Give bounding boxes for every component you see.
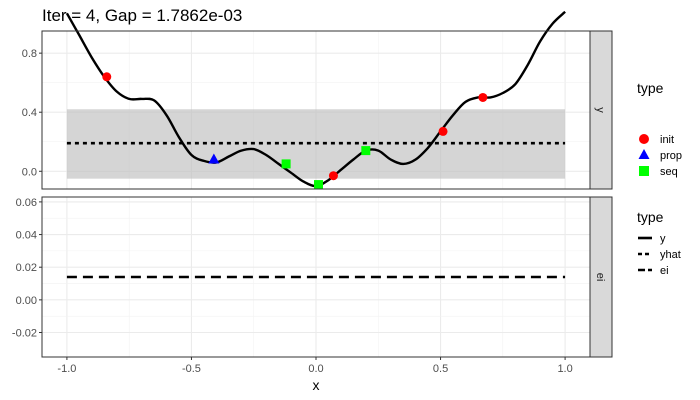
strip-y-label: y <box>594 107 606 113</box>
panel-y: 0.0 0.4 0.8 y <box>22 10 613 190</box>
y-tick-label: 0.02 <box>16 262 37 274</box>
chart-title: Iter = 4, Gap = 1.7862e-03 <box>42 6 242 25</box>
strip-ei <box>589 196 613 358</box>
x-axis-ticks: -1.0 -0.5 0.0 0.5 1.0 <box>57 357 573 375</box>
point-init <box>102 72 112 82</box>
legend-yhat-label: yhat <box>660 249 681 261</box>
legend-prop-key <box>638 149 650 159</box>
legend-init-label: init <box>660 134 674 146</box>
panel-ei-yticks: -0.02 0.00 0.02 0.04 0.06 <box>12 197 42 340</box>
point-init <box>328 171 338 181</box>
point-init <box>438 126 448 136</box>
panel-ei: -0.02 0.00 0.02 0.04 0.06 ei <box>12 196 613 358</box>
x-tick-label: -0.5 <box>182 363 201 375</box>
legend-line-type-title: type <box>637 209 664 225</box>
point-seq <box>313 180 323 190</box>
x-tick-label: 0.5 <box>433 363 448 375</box>
x-tick-label: -1.0 <box>57 363 76 375</box>
point-prop <box>208 153 220 164</box>
panel-y-yticks: 0.0 0.4 0.8 <box>22 48 42 178</box>
y-tick-label: 0.04 <box>16 230 37 242</box>
legend-prop-label: prop <box>660 150 682 162</box>
legend-init-key <box>639 134 649 144</box>
strip-y <box>589 30 613 190</box>
legend-point-type: type init prop seq <box>637 80 682 178</box>
y-tick-label: -0.02 <box>12 328 37 340</box>
point-seq <box>361 146 371 156</box>
point-init <box>478 92 488 102</box>
point-layer <box>102 72 488 190</box>
y-tick-label: 0.06 <box>16 197 37 209</box>
legend-y-label: y <box>660 233 666 245</box>
y-tick-label: 0.00 <box>16 295 37 307</box>
x-axis-label: x <box>313 377 320 393</box>
strip-ei-label: ei <box>594 273 606 282</box>
legend-seq-key <box>639 166 649 176</box>
x-tick-label: 1.0 <box>557 363 572 375</box>
x-tick-label: 0.0 <box>308 363 323 375</box>
legend-point-type-title: type <box>637 80 664 96</box>
legend-seq-label: seq <box>660 166 678 178</box>
y-tick-label: 0.8 <box>22 48 37 60</box>
legend-line-type: type y yhat ei <box>637 209 681 277</box>
y-tick-label: 0.4 <box>22 107 37 119</box>
point-seq <box>281 159 291 169</box>
legend-ei-label: ei <box>660 265 669 277</box>
y-tick-label: 0.0 <box>22 166 37 178</box>
